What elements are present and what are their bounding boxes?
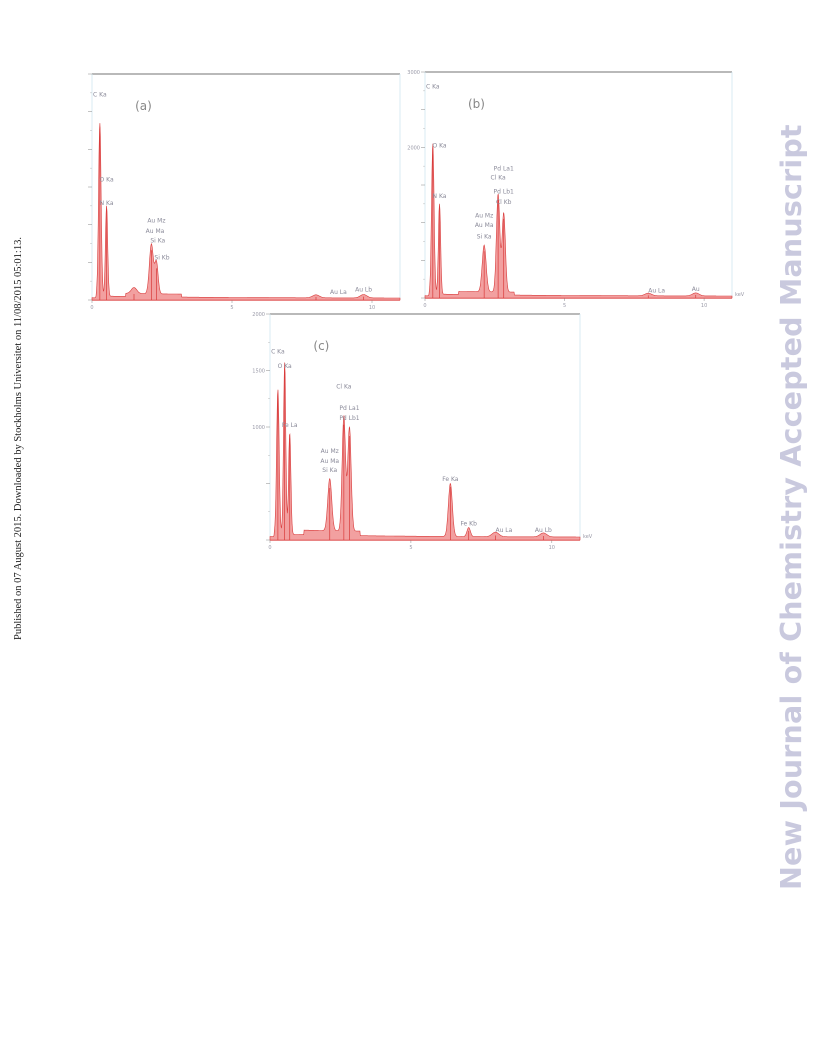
x-tick-label: 0 bbox=[90, 305, 93, 311]
peak-label: O Ka bbox=[278, 363, 292, 370]
peak-label: Au Mz bbox=[321, 448, 339, 455]
peak-label: Au Lb bbox=[355, 287, 372, 294]
eds-spectrum-a: 0 5 10 C Ka O Ka N Ka Au Mz Au Ma Si Ka Si Kb Au L… bbox=[88, 73, 401, 311]
x-tick-label: 0 bbox=[268, 545, 271, 551]
y-tick-label: 1000 bbox=[252, 425, 265, 431]
peak-label: Fe Ka bbox=[442, 476, 459, 483]
peak-label: Au La bbox=[495, 527, 512, 534]
peak-label: Au Ma bbox=[475, 222, 494, 229]
eds-spectrum-b: 2000 3000 0 5 10 keV C Ka O Ka N Ka Pd La1 Cl Ka Pd… bbox=[407, 70, 745, 309]
peak-label: Au La bbox=[330, 289, 347, 296]
peak-label: C Ka bbox=[271, 349, 285, 356]
peak-label: N Ka bbox=[433, 193, 447, 200]
peak-label: Au La bbox=[648, 288, 665, 295]
publication-note: Published on 07 August 2015. Downloaded … bbox=[13, 237, 24, 640]
x-unit-label: keV bbox=[583, 534, 593, 540]
peak-label: N Ka bbox=[100, 200, 114, 207]
peak-label: Pd Lb1 bbox=[494, 188, 514, 195]
panel-title: (a) bbox=[135, 99, 152, 113]
peak-label: Pd Lb1 bbox=[339, 415, 359, 422]
peak-label: Si Ka bbox=[322, 467, 337, 474]
eds-spectrum-c: 1000 1500 2000 0 5 10 keV C Ka O Ka Fe La Cl Ka Pd … bbox=[252, 312, 593, 551]
x-tick-label: 10 bbox=[549, 545, 555, 551]
peak-label: Au bbox=[692, 286, 700, 293]
y-tick-label: 3000 bbox=[407, 70, 420, 76]
peak-label: Si Ka bbox=[150, 238, 165, 245]
peak-label: Au Ma bbox=[146, 228, 165, 235]
peak-label: C Ka bbox=[426, 84, 440, 91]
spectrum-area bbox=[269, 362, 581, 541]
spectrum-area bbox=[91, 123, 401, 301]
y-tick-label: 2000 bbox=[407, 145, 420, 151]
x-unit-label: keV bbox=[735, 292, 745, 298]
panel-title: (c) bbox=[313, 339, 329, 353]
spectrum-area bbox=[424, 143, 733, 299]
x-tick-label: 5 bbox=[563, 303, 566, 309]
panel-title: (b) bbox=[468, 97, 485, 111]
x-tick-label: 10 bbox=[369, 305, 375, 311]
y-tick-label: 2000 bbox=[252, 312, 265, 318]
peak-label: Au Ma bbox=[320, 458, 339, 465]
peak-label: Pd La1 bbox=[339, 405, 359, 412]
x-tick-label: 5 bbox=[230, 305, 233, 311]
x-tick-label: 10 bbox=[701, 303, 707, 309]
peak-label: Pd La1 bbox=[494, 166, 514, 173]
peak-label: Cl Kb bbox=[496, 199, 512, 206]
y-tick-label: 1500 bbox=[252, 369, 265, 375]
peak-label: O Ka bbox=[432, 142, 446, 149]
peak-label: Si Ka bbox=[477, 233, 492, 240]
peak-label: Cl Ka bbox=[336, 384, 352, 391]
peak-label: Fe Kb bbox=[460, 520, 477, 527]
peak-label: Au Mz bbox=[147, 217, 165, 224]
journal-watermark: New Journal of Chemistry Accepted Manusc… bbox=[775, 124, 808, 890]
peak-label: Si Kb bbox=[154, 254, 169, 261]
peak-label: Cl Ka bbox=[490, 175, 506, 182]
peak-label: Fe La bbox=[282, 422, 298, 429]
peak-label: Au Mz bbox=[475, 212, 493, 219]
peak-label: Au Lb bbox=[535, 527, 552, 534]
x-tick-label: 5 bbox=[409, 545, 412, 551]
x-tick-label: 0 bbox=[423, 303, 426, 309]
peak-label: O Ka bbox=[99, 177, 113, 184]
peak-label: C Ka bbox=[93, 92, 107, 99]
